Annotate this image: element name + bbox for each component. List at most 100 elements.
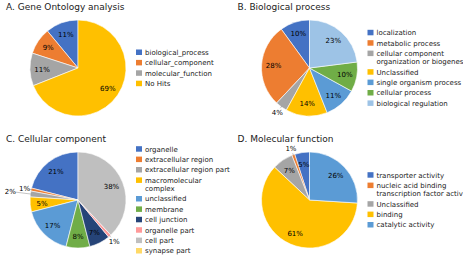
label-leader — [15, 192, 31, 194]
pie-slice — [310, 152, 358, 203]
legend: biological_process cellular_componentmole… — [136, 49, 214, 88]
legend-swatch — [368, 80, 374, 86]
legend-label: organelle part — [145, 227, 195, 235]
legend-swatch — [368, 201, 374, 207]
legend-swatch — [368, 172, 374, 178]
data-label: 38% — [104, 183, 120, 191]
legend-swatch — [136, 248, 142, 254]
legend-label: cellular_component — [145, 59, 214, 67]
legend-swatch — [368, 212, 374, 218]
legend-swatch — [136, 81, 142, 87]
data-label: 28% — [266, 62, 282, 70]
legend-swatch — [136, 206, 142, 212]
data-label: 1% — [109, 238, 120, 246]
legend-swatch — [136, 196, 142, 202]
slices — [30, 152, 126, 248]
legend-label: biological_process — [145, 49, 209, 57]
legend-label: synapse part — [145, 247, 191, 255]
legend-label: transporter activity — [377, 172, 445, 180]
legend-label: nucleic acid bindingtranscription factor… — [377, 182, 463, 198]
legend-swatch — [136, 70, 142, 76]
legend-label: No Hits — [145, 80, 171, 88]
data-label: 7% — [284, 167, 295, 175]
data-label: 8% — [72, 233, 83, 241]
legend-swatch — [136, 167, 142, 173]
legend-label: membrane — [145, 206, 183, 214]
legend-swatch — [136, 177, 142, 183]
pie-chart: A. Gene Ontology analysis11%9%11%69%biol… — [6, 2, 214, 116]
legend-swatch — [368, 100, 374, 106]
chart-title: B. Biological process — [238, 2, 331, 12]
legend-swatch — [136, 157, 142, 163]
slices — [262, 20, 358, 116]
data-label: 4% — [272, 109, 283, 117]
data-label: 7% — [89, 229, 100, 237]
legend: transporter activity nucleic acid binding… — [368, 172, 463, 230]
pie-chart: C. Cellular component21%1%2%5%17%8%7%1%3… — [5, 134, 230, 255]
legend-label: metabolic process — [377, 40, 441, 48]
data-label: 14% — [299, 100, 315, 108]
chart-title: C. Cellular component — [6, 134, 106, 144]
label-leader — [292, 153, 294, 156]
legend-swatch — [368, 222, 374, 228]
legend-label: Unclassified — [377, 69, 419, 77]
data-label: 5% — [298, 161, 309, 169]
legend-swatch — [136, 50, 142, 56]
legend-label: cell part — [145, 237, 174, 245]
data-label: 21% — [48, 168, 64, 176]
legend-swatch — [368, 183, 374, 189]
data-label: 10% — [291, 30, 307, 38]
data-label: 26% — [328, 172, 344, 180]
legend: organelle extracellular region extracellul… — [136, 146, 230, 256]
data-label: 5% — [37, 200, 48, 208]
legend-swatch — [368, 51, 374, 57]
legend-swatch — [368, 69, 374, 75]
legend-swatch — [136, 60, 142, 66]
chart-title: D. Molecular function — [238, 134, 334, 144]
legend-label: cell junction — [145, 216, 187, 224]
data-label: 2% — [5, 188, 16, 196]
data-label: 61% — [287, 230, 303, 238]
figure: A. Gene Ontology analysis11%9%11%69%biol… — [0, 0, 463, 264]
data-labels: 21%1%2%5%17%8%7%1%38% — [5, 168, 120, 245]
legend-swatch — [136, 217, 142, 223]
legend-label: extracellular region — [145, 156, 213, 164]
legend-label: molecular_function — [145, 70, 212, 78]
legend-label: extracellular region part — [145, 166, 230, 174]
legend-swatch — [368, 90, 374, 96]
data-labels: 5%1% 7% 61% 26% — [284, 145, 344, 238]
legend-swatch — [136, 227, 142, 233]
legend-label: unclassified — [145, 195, 186, 203]
data-label: 9% — [43, 44, 54, 52]
pie-slice — [310, 20, 358, 68]
legend-label: biological regulation — [377, 100, 448, 108]
pie-chart: D. Molecular function 5%1% 7% 61% 26% transpo… — [238, 134, 463, 248]
legend-label: macromolecularcomplex — [145, 177, 202, 193]
legend-label: catalytic activity — [377, 221, 435, 229]
legend-swatch — [368, 40, 374, 46]
legend-label: single organism process — [377, 79, 462, 87]
legend-label: cellular process — [377, 89, 432, 97]
slices — [262, 152, 358, 248]
data-labels: 11%9%11%69% — [34, 31, 116, 93]
pie-slice — [33, 20, 126, 116]
data-labels: 10%28%4%14%11%10%23% — [266, 30, 353, 117]
data-label: 11% — [34, 66, 50, 74]
pie-slice — [78, 152, 126, 235]
data-label: 11% — [58, 31, 74, 39]
legend-label: Unclassified — [377, 201, 419, 209]
legend-label: localization — [377, 29, 417, 37]
data-label: 10% — [337, 71, 353, 79]
legend-swatch — [136, 238, 142, 244]
chart-title: A. Gene Ontology analysis — [6, 2, 125, 12]
legend-swatch — [136, 146, 142, 152]
legend-label: organelle — [145, 146, 178, 154]
data-label: 17% — [45, 222, 61, 230]
legend-swatch — [368, 30, 374, 36]
data-label: 11% — [326, 92, 342, 100]
pie-chart: B. Biological process10%28%4%14%11%10%23… — [238, 2, 463, 117]
legend-label: cellular componentorganization or biogen… — [377, 50, 463, 66]
data-label: 1% — [285, 145, 296, 153]
legend-label: binding — [377, 211, 403, 219]
legend: localization metabolic process cellular co… — [368, 29, 463, 108]
